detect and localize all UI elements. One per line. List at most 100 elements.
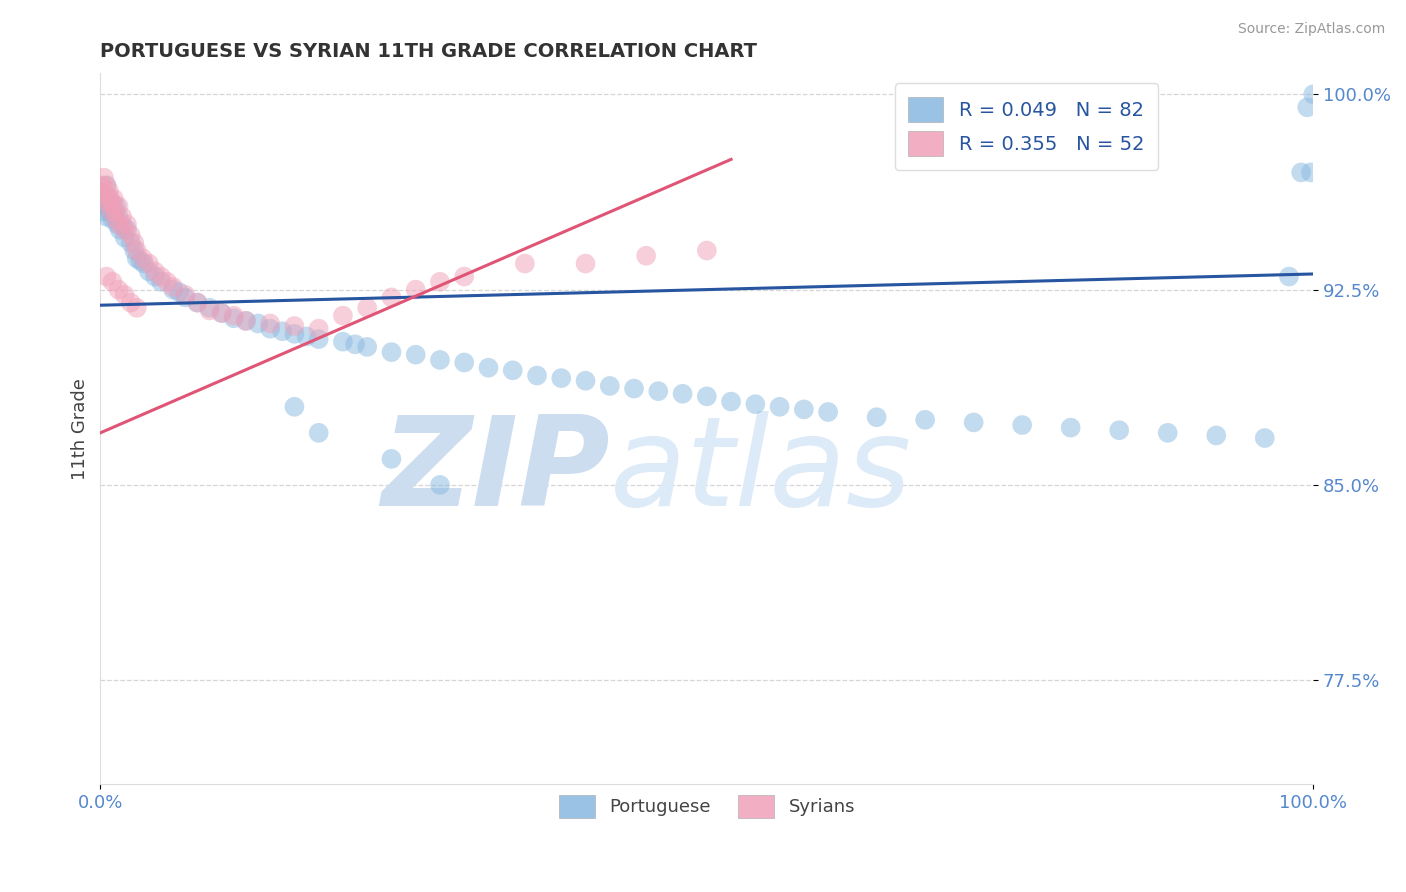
Point — [186, 295, 208, 310]
Point — [100, 204, 122, 219]
Point — [550, 371, 572, 385]
Point — [696, 389, 718, 403]
Point — [108, 223, 131, 237]
Point — [696, 244, 718, 258]
Point — [477, 360, 499, 375]
Point — [101, 275, 124, 289]
Point — [198, 303, 221, 318]
Point — [295, 329, 318, 343]
Point — [103, 202, 125, 216]
Point — [93, 170, 115, 185]
Point — [174, 290, 197, 304]
Point — [308, 332, 330, 346]
Point — [167, 285, 190, 300]
Point — [380, 345, 402, 359]
Point — [599, 379, 621, 393]
Point — [1060, 420, 1083, 434]
Point — [914, 413, 936, 427]
Point — [332, 309, 354, 323]
Point — [96, 178, 118, 193]
Point — [97, 191, 120, 205]
Point — [114, 223, 136, 237]
Point — [1205, 428, 1227, 442]
Point — [91, 186, 114, 201]
Point — [198, 301, 221, 315]
Point — [271, 324, 294, 338]
Point — [380, 451, 402, 466]
Point — [865, 410, 887, 425]
Point — [104, 204, 127, 219]
Point — [211, 306, 233, 320]
Point — [405, 283, 427, 297]
Point — [108, 218, 131, 232]
Point — [94, 196, 117, 211]
Point — [768, 400, 790, 414]
Point — [453, 269, 475, 284]
Point — [120, 235, 142, 250]
Text: ZIP: ZIP — [381, 411, 610, 533]
Point — [114, 230, 136, 244]
Point — [174, 287, 197, 301]
Point — [259, 321, 281, 335]
Point — [97, 196, 120, 211]
Point — [356, 301, 378, 315]
Text: atlas: atlas — [610, 411, 912, 533]
Text: PORTUGUESE VS SYRIAN 11TH GRADE CORRELATION CHART: PORTUGUESE VS SYRIAN 11TH GRADE CORRELAT… — [100, 42, 758, 61]
Point — [1289, 165, 1312, 179]
Point — [671, 386, 693, 401]
Point — [91, 204, 114, 219]
Point — [526, 368, 548, 383]
Point — [636, 249, 658, 263]
Point — [96, 178, 118, 193]
Point — [96, 210, 118, 224]
Point — [574, 256, 596, 270]
Point — [98, 191, 121, 205]
Point — [120, 295, 142, 310]
Point — [744, 397, 766, 411]
Point — [104, 210, 127, 224]
Point — [105, 212, 128, 227]
Point — [344, 337, 367, 351]
Text: Source: ZipAtlas.com: Source: ZipAtlas.com — [1237, 22, 1385, 37]
Point — [429, 275, 451, 289]
Legend: Portuguese, Syrians: Portuguese, Syrians — [551, 788, 862, 825]
Point — [1157, 425, 1180, 440]
Point — [356, 340, 378, 354]
Point — [97, 184, 120, 198]
Point — [125, 301, 148, 315]
Point — [574, 374, 596, 388]
Point — [162, 280, 184, 294]
Point — [283, 400, 305, 414]
Point — [132, 252, 155, 266]
Point — [143, 264, 166, 278]
Point — [125, 252, 148, 266]
Point — [1254, 431, 1277, 445]
Point — [101, 196, 124, 211]
Point — [211, 306, 233, 320]
Point — [235, 314, 257, 328]
Point — [124, 235, 146, 250]
Point — [138, 256, 160, 270]
Point — [222, 309, 245, 323]
Point — [259, 317, 281, 331]
Point — [115, 223, 138, 237]
Point — [283, 326, 305, 341]
Point — [429, 352, 451, 367]
Point — [1296, 100, 1319, 114]
Point — [156, 275, 179, 289]
Y-axis label: 11th Grade: 11th Grade — [72, 378, 89, 480]
Point — [720, 394, 742, 409]
Point — [150, 269, 173, 284]
Point — [124, 244, 146, 258]
Point — [94, 191, 117, 205]
Point — [90, 178, 112, 193]
Point — [332, 334, 354, 349]
Point — [105, 218, 128, 232]
Point — [453, 355, 475, 369]
Point — [647, 384, 669, 399]
Point — [93, 191, 115, 205]
Point — [623, 382, 645, 396]
Point — [107, 210, 129, 224]
Point — [793, 402, 815, 417]
Point — [105, 199, 128, 213]
